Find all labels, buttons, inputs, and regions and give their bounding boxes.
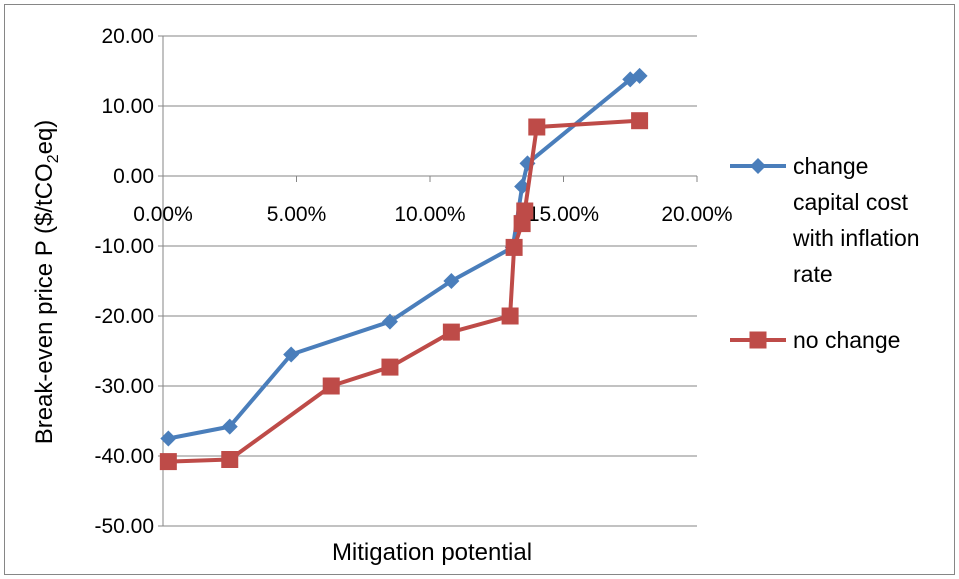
data-point <box>221 418 238 435</box>
y-tick-label: -40.00 <box>94 445 154 468</box>
y-axis-title: Break-even price P ($/tCO2eq) <box>31 120 62 445</box>
legend-marker <box>749 331 767 349</box>
data-point <box>631 112 649 130</box>
y-axis-title-end: eq) <box>31 120 58 155</box>
legend-marker <box>750 158 766 174</box>
legend-item-1: change capital cost with inflation rate <box>730 153 920 287</box>
series-layer <box>159 67 649 471</box>
data-point <box>221 451 239 468</box>
data-point <box>501 307 519 325</box>
y-tick-labels: 20.00 10.00 0.00 -10.00 -20.00 -30.00 -40.00 -5… <box>94 25 154 538</box>
y-tick-label: -30.00 <box>94 375 154 398</box>
y-tick-label: -50.00 <box>94 515 154 538</box>
legend-label: no change <box>793 327 900 353</box>
data-point <box>631 67 648 84</box>
series-line <box>167 74 641 441</box>
data-point <box>283 346 300 363</box>
data-point <box>516 202 534 220</box>
y-tick-label: 0.00 <box>113 165 154 188</box>
x-tick-label: 15.00% <box>528 203 599 226</box>
y-tick-label: -20.00 <box>94 305 154 328</box>
y-tick-label: 10.00 <box>101 95 154 118</box>
data-point <box>322 377 340 395</box>
gridlines <box>163 35 697 527</box>
data-point <box>443 273 460 289</box>
data-point <box>159 453 177 471</box>
y-axis-title-subscript: 2 <box>45 154 62 163</box>
legend-item-2: no change <box>730 327 900 353</box>
legend: change capital cost with inflation rate no c… <box>730 153 920 353</box>
axes <box>158 35 698 527</box>
y-tick-label: 20.00 <box>101 25 154 48</box>
x-tick-label: 10.00% <box>394 203 465 226</box>
x-tick-label: 5.00% <box>267 203 327 226</box>
x-tick-labels: 0.00% 5.00% 10.00% 15.00% 20.00% <box>133 203 732 226</box>
x-tick-label: 0.00% <box>133 203 193 226</box>
data-point <box>528 118 546 136</box>
series-2 <box>159 112 649 471</box>
data-point <box>505 238 523 256</box>
data-point <box>381 358 399 376</box>
x-tick-label: 20.00% <box>661 203 732 226</box>
series-line <box>168 118 640 464</box>
legend-label: change capital cost with inflation rate <box>792 153 920 287</box>
y-tick-label: -10.00 <box>94 235 154 258</box>
data-point <box>381 313 398 330</box>
x-axis-title: Mitigation potential <box>332 539 532 566</box>
y-axis-title-main: Break-even price P ($/tCO <box>31 163 58 444</box>
data-point <box>442 323 460 341</box>
data-point <box>160 430 177 447</box>
